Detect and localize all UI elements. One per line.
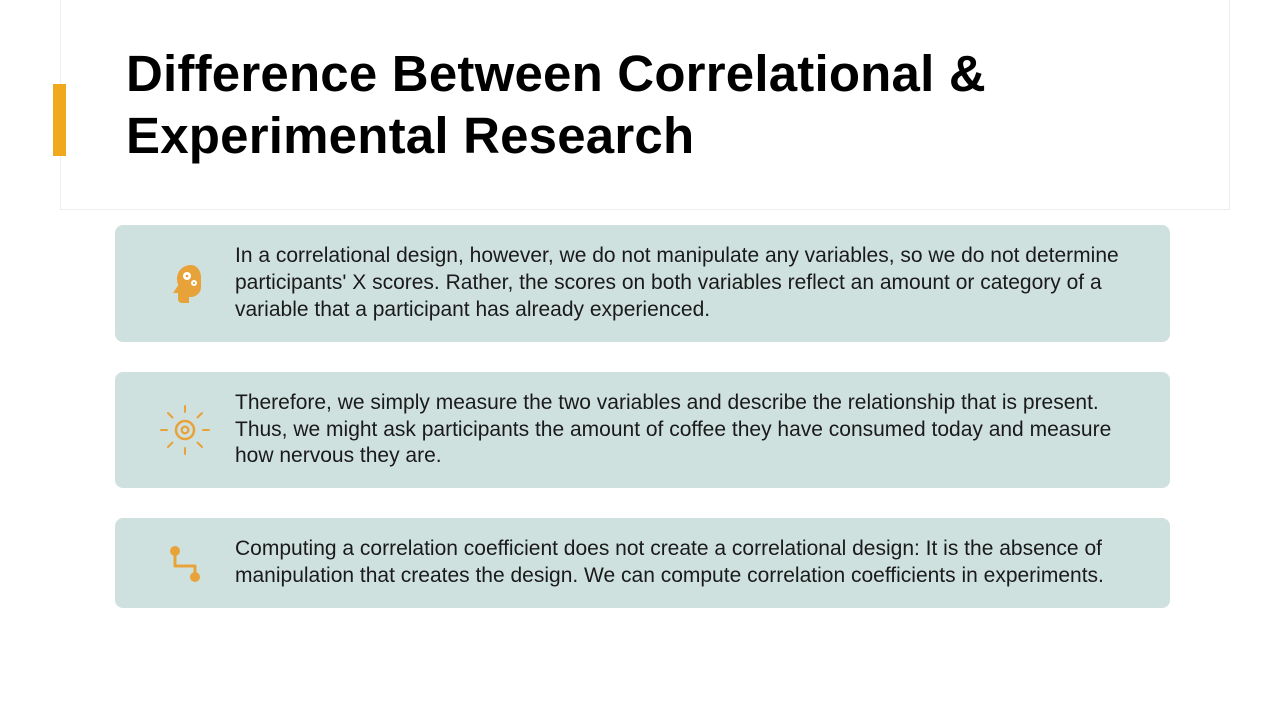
card-correlation-coefficient: Computing a correlation coefficient does… xyxy=(115,518,1170,608)
icon-wrap xyxy=(135,539,235,587)
connection-icon xyxy=(161,539,209,587)
card-text: Therefore, we simply measure the two var… xyxy=(235,390,1150,471)
card-list: In a correlational design, however, we d… xyxy=(115,225,1170,608)
head-gears-icon xyxy=(161,259,209,307)
lightbulb-icon xyxy=(157,402,213,458)
slide: Difference Between Correlational & Exper… xyxy=(0,0,1280,720)
card-correlational-design: In a correlational design, however, we d… xyxy=(115,225,1170,342)
card-measure-relationship: Therefore, we simply measure the two var… xyxy=(115,372,1170,489)
title-block: Difference Between Correlational & Exper… xyxy=(60,0,1230,210)
card-text: Computing a correlation coefficient does… xyxy=(235,536,1150,590)
accent-bar xyxy=(53,84,66,156)
card-text: In a correlational design, however, we d… xyxy=(235,243,1150,324)
slide-title: Difference Between Correlational & Exper… xyxy=(126,43,1229,165)
icon-wrap xyxy=(135,402,235,458)
icon-wrap xyxy=(135,259,235,307)
